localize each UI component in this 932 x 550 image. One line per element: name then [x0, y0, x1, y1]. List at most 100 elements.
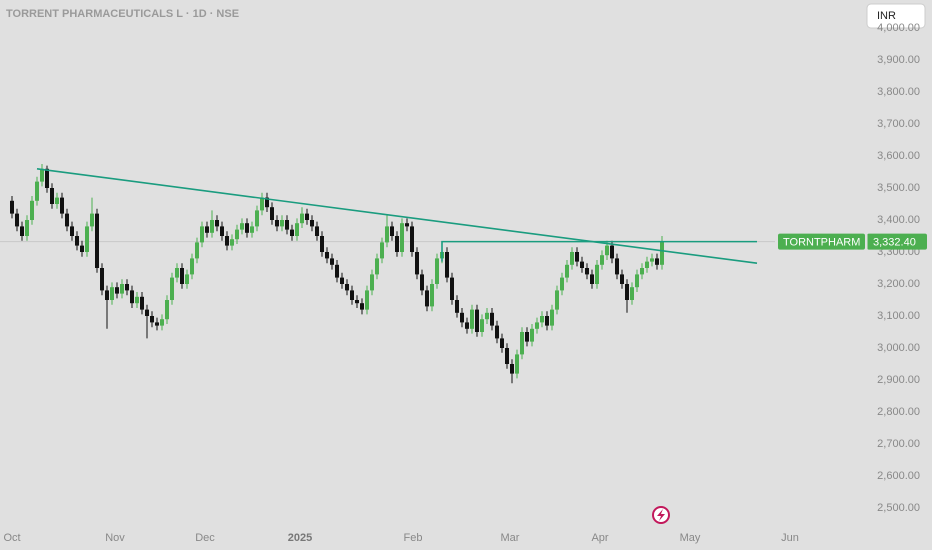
candle-body: [620, 274, 624, 285]
candle-body: [305, 213, 309, 221]
candle-body: [395, 236, 399, 253]
candle-body: [80, 245, 84, 253]
candle-body: [250, 226, 254, 233]
price-tag: [867, 233, 927, 250]
y-tick-label: 2,500.00: [877, 502, 920, 514]
candle-body: [230, 239, 234, 246]
candle-body: [25, 220, 29, 237]
candle-body: [45, 168, 49, 189]
y-tick-label: 3,900.00: [877, 54, 920, 66]
currency-label[interactable]: INR: [877, 10, 896, 22]
candle-body: [325, 252, 329, 259]
candle-body: [385, 226, 389, 243]
flash-icon[interactable]: [652, 506, 670, 524]
candle-body: [570, 252, 574, 265]
candle-body: [120, 284, 124, 294]
candle-body: [310, 220, 314, 227]
candle-body: [560, 277, 564, 291]
candle-body: [575, 252, 579, 262]
candle-body: [130, 290, 134, 304]
candle-body: [535, 322, 539, 329]
candle-body: [420, 274, 424, 291]
trend-line: [36, 168, 758, 264]
candle-body: [645, 261, 649, 269]
candle-body: [280, 220, 284, 227]
candle-body: [235, 229, 239, 240]
candle-body: [655, 258, 659, 265]
x-tick-label: May: [680, 532, 701, 544]
candle-body: [150, 316, 154, 323]
candle-body: [95, 213, 99, 269]
candle-body: [350, 290, 354, 301]
candle-body: [600, 255, 604, 265]
candle-body: [100, 268, 104, 291]
candle-body: [125, 284, 129, 291]
x-tick-label: Mar: [501, 532, 520, 544]
candle-body: [450, 277, 454, 301]
candle-body: [215, 220, 219, 227]
candle-body: [555, 290, 559, 310]
candle-body: [220, 226, 224, 237]
trend-line: [441, 240, 757, 262]
candle-body: [315, 226, 319, 237]
candle-body: [410, 226, 414, 253]
candle-body: [110, 287, 114, 301]
candle-body: [435, 258, 439, 285]
price-tag: [778, 233, 865, 250]
candle-body: [495, 325, 499, 339]
y-tick-label: 2,900.00: [877, 374, 920, 386]
candle-body: [650, 258, 654, 262]
candle-body: [10, 200, 14, 214]
candle-body: [30, 200, 34, 221]
candle-body: [245, 223, 249, 233]
candle-body: [180, 268, 184, 285]
candle-body: [470, 309, 474, 329]
candle-body: [545, 316, 549, 326]
candle-body: [165, 300, 169, 320]
candle-body: [345, 284, 349, 291]
candle-body: [275, 220, 279, 227]
candle-body: [455, 300, 459, 313]
symbol-label: TORNTPHARM: [783, 237, 860, 249]
candle-body: [625, 284, 629, 301]
currency-button[interactable]: [866, 3, 926, 29]
candle-body: [70, 226, 74, 237]
candle-body: [340, 277, 344, 285]
candle-body: [320, 236, 324, 253]
candle-body: [635, 274, 639, 288]
candle-body: [445, 252, 449, 278]
y-tick-label: 3,600.00: [877, 150, 920, 162]
candle-body: [295, 223, 299, 237]
chart-title: TORRENT PHARMACEUTICALS L · 1D · NSE: [6, 8, 239, 20]
y-tick-label: 2,600.00: [877, 470, 920, 482]
candle-body: [105, 290, 109, 301]
candle-body: [605, 245, 609, 256]
candle-body: [540, 316, 544, 323]
candle-body: [490, 312, 494, 326]
y-tick-label: 3,700.00: [877, 118, 920, 130]
x-tick-label: Jun: [781, 532, 799, 544]
candle-body: [405, 223, 409, 227]
candle-body: [40, 168, 44, 182]
candle-body: [115, 287, 119, 294]
candle-body: [265, 197, 269, 208]
candle-body: [515, 354, 519, 374]
candle-body: [390, 226, 394, 237]
y-tick-label: 2,700.00: [877, 438, 920, 450]
candle-body: [430, 284, 434, 307]
candle-body: [200, 226, 204, 243]
x-tick-label: 2025: [288, 532, 312, 544]
candle-body: [35, 181, 39, 201]
candle-body: [15, 213, 19, 227]
candle-body: [75, 236, 79, 246]
candle-body: [505, 348, 509, 365]
candle-body: [360, 303, 364, 310]
candle-body: [425, 290, 429, 307]
candle-body: [660, 241, 664, 265]
candle-body: [595, 264, 599, 285]
candle-body: [640, 268, 644, 275]
candle-body: [485, 312, 489, 320]
candle-body: [285, 220, 289, 230]
candle-body: [85, 226, 89, 253]
candle-body: [480, 319, 484, 333]
